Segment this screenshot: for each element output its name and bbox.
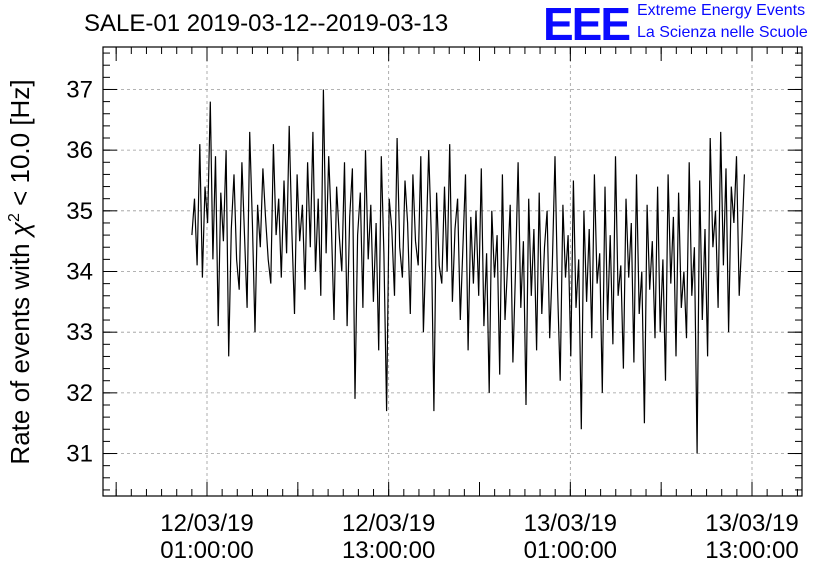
logo-text-line2: La Scienza nelle Scuole	[637, 24, 808, 41]
y-tick-label: 37	[66, 76, 93, 103]
x-tick-label-date: 12/03/19	[342, 510, 435, 537]
series-layer	[191, 89, 745, 454]
chart-title: SALE-01 2019-03-12--2019-03-13	[84, 10, 449, 37]
eee-logo: EEE	[543, 0, 631, 50]
x-tick-label-date: 13/03/19	[524, 510, 617, 537]
axis-ticks	[103, 47, 802, 496]
x-tick-label-time: 13:00:00	[705, 537, 798, 564]
x-tick-label-time: 13:00:00	[342, 537, 435, 564]
series-line-rate	[191, 89, 745, 454]
x-tick-label-date: 12/03/19	[160, 510, 253, 537]
x-tick-labels: 12/03/1901:00:0012/03/1913:00:0013/03/19…	[160, 510, 798, 564]
x-tick-label-date: 13/03/19	[705, 510, 798, 537]
y-tick-label: 33	[66, 319, 93, 346]
y-tick-label: 34	[66, 259, 93, 286]
x-tick-label-time: 01:00:00	[524, 537, 617, 564]
y-tick-label: 35	[66, 198, 93, 225]
y-tick-label: 36	[66, 137, 93, 164]
logo-text-line1: Extreme Energy Events	[637, 2, 806, 19]
y-tick-label: 32	[66, 380, 93, 407]
y-tick-labels: 31 32 33 34 35 36 37	[66, 76, 93, 467]
y-axis-title: Rate of events with χ2 < 10.0 [Hz]	[5, 79, 35, 464]
x-tick-label-time: 01:00:00	[160, 537, 253, 564]
y-tick-label: 31	[66, 441, 93, 468]
